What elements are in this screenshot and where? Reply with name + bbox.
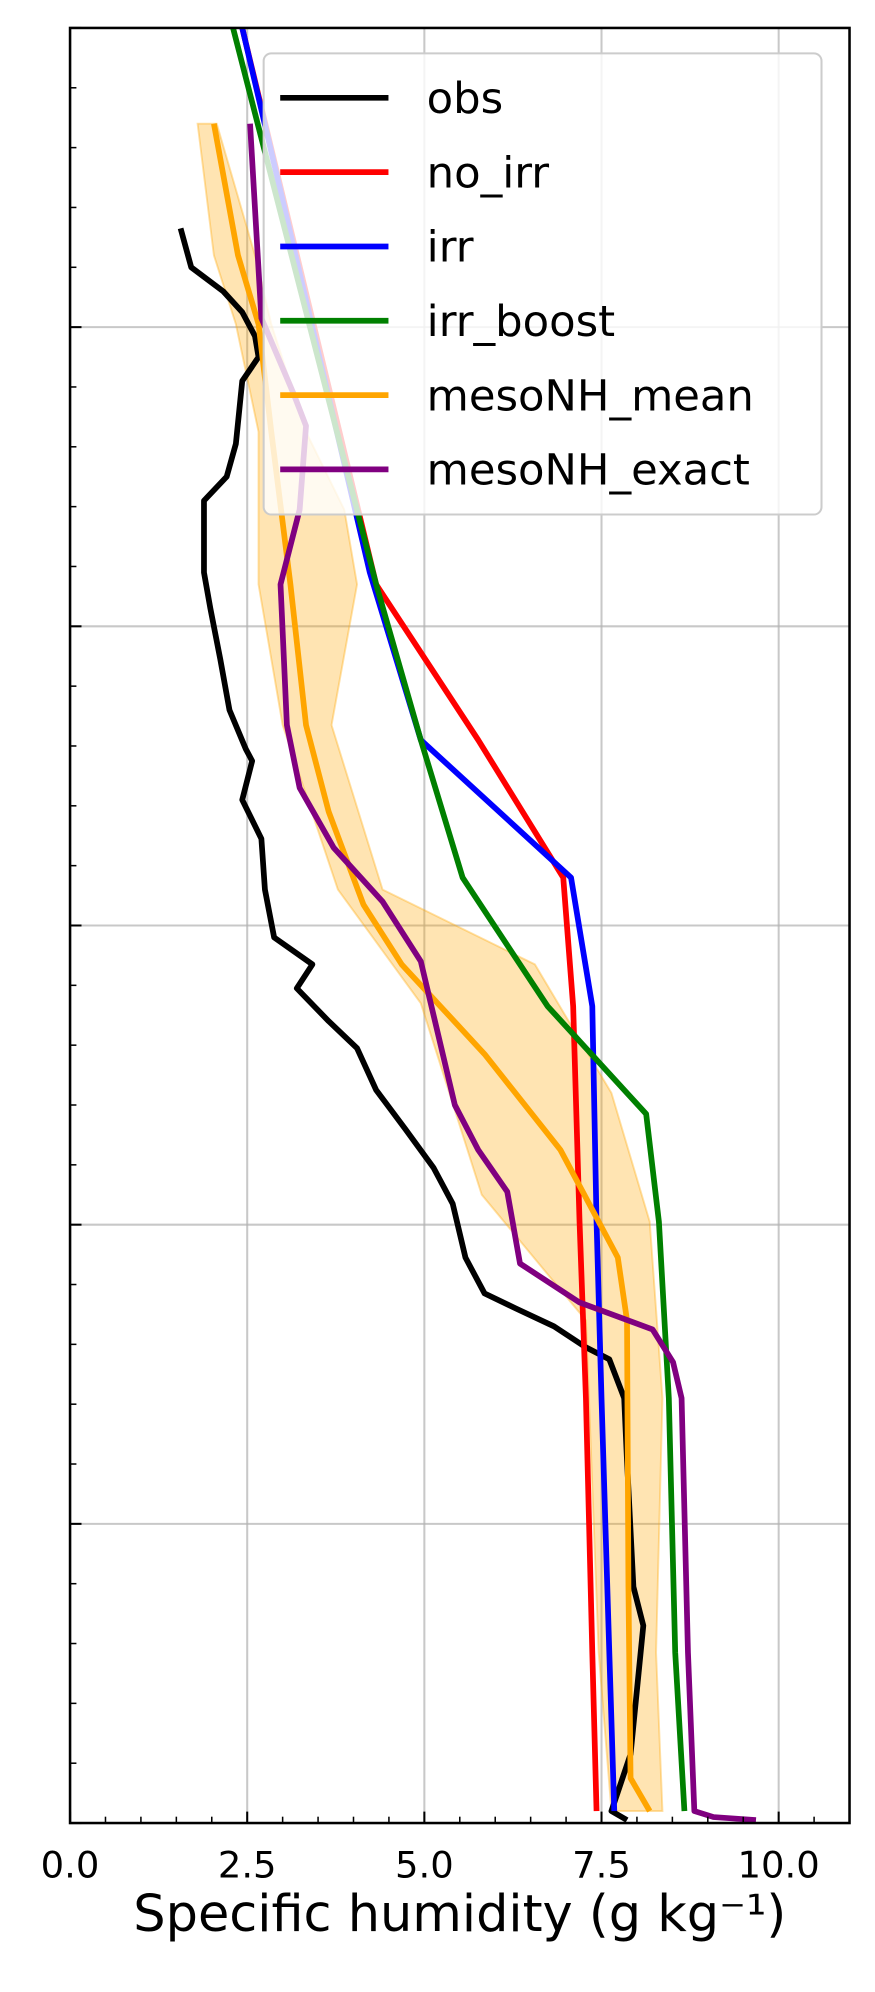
plot-area <box>177 27 757 1823</box>
x-tick-label: 5.0 <box>395 1844 454 1887</box>
series-line <box>177 227 647 1823</box>
x-tick-label: 2.5 <box>218 1844 277 1887</box>
legend-box <box>262 52 823 516</box>
legend-label: mesoNH_mean <box>427 371 754 421</box>
legend-label: irr_boost <box>427 297 615 347</box>
x-tick-label: 10.0 <box>738 1844 820 1887</box>
legend-label: obs <box>427 74 504 124</box>
axes: 0.0 2.5 5.0 7.5 10.0 <box>41 26 851 1887</box>
legend-label: irr <box>427 223 474 273</box>
x-tick-label: 0.0 <box>41 1844 100 1887</box>
x-axis-label: Specific humidity (g kg⁻¹) <box>133 1884 786 1943</box>
legend-label: mesoNH_exact <box>427 446 750 496</box>
series-line <box>239 27 600 1812</box>
spread-band <box>196 122 664 1813</box>
axes-frame <box>68 26 851 1825</box>
legend-label: no_irr <box>427 148 550 198</box>
series-line <box>230 27 688 1812</box>
x-tick-label: 7.5 <box>572 1844 631 1887</box>
